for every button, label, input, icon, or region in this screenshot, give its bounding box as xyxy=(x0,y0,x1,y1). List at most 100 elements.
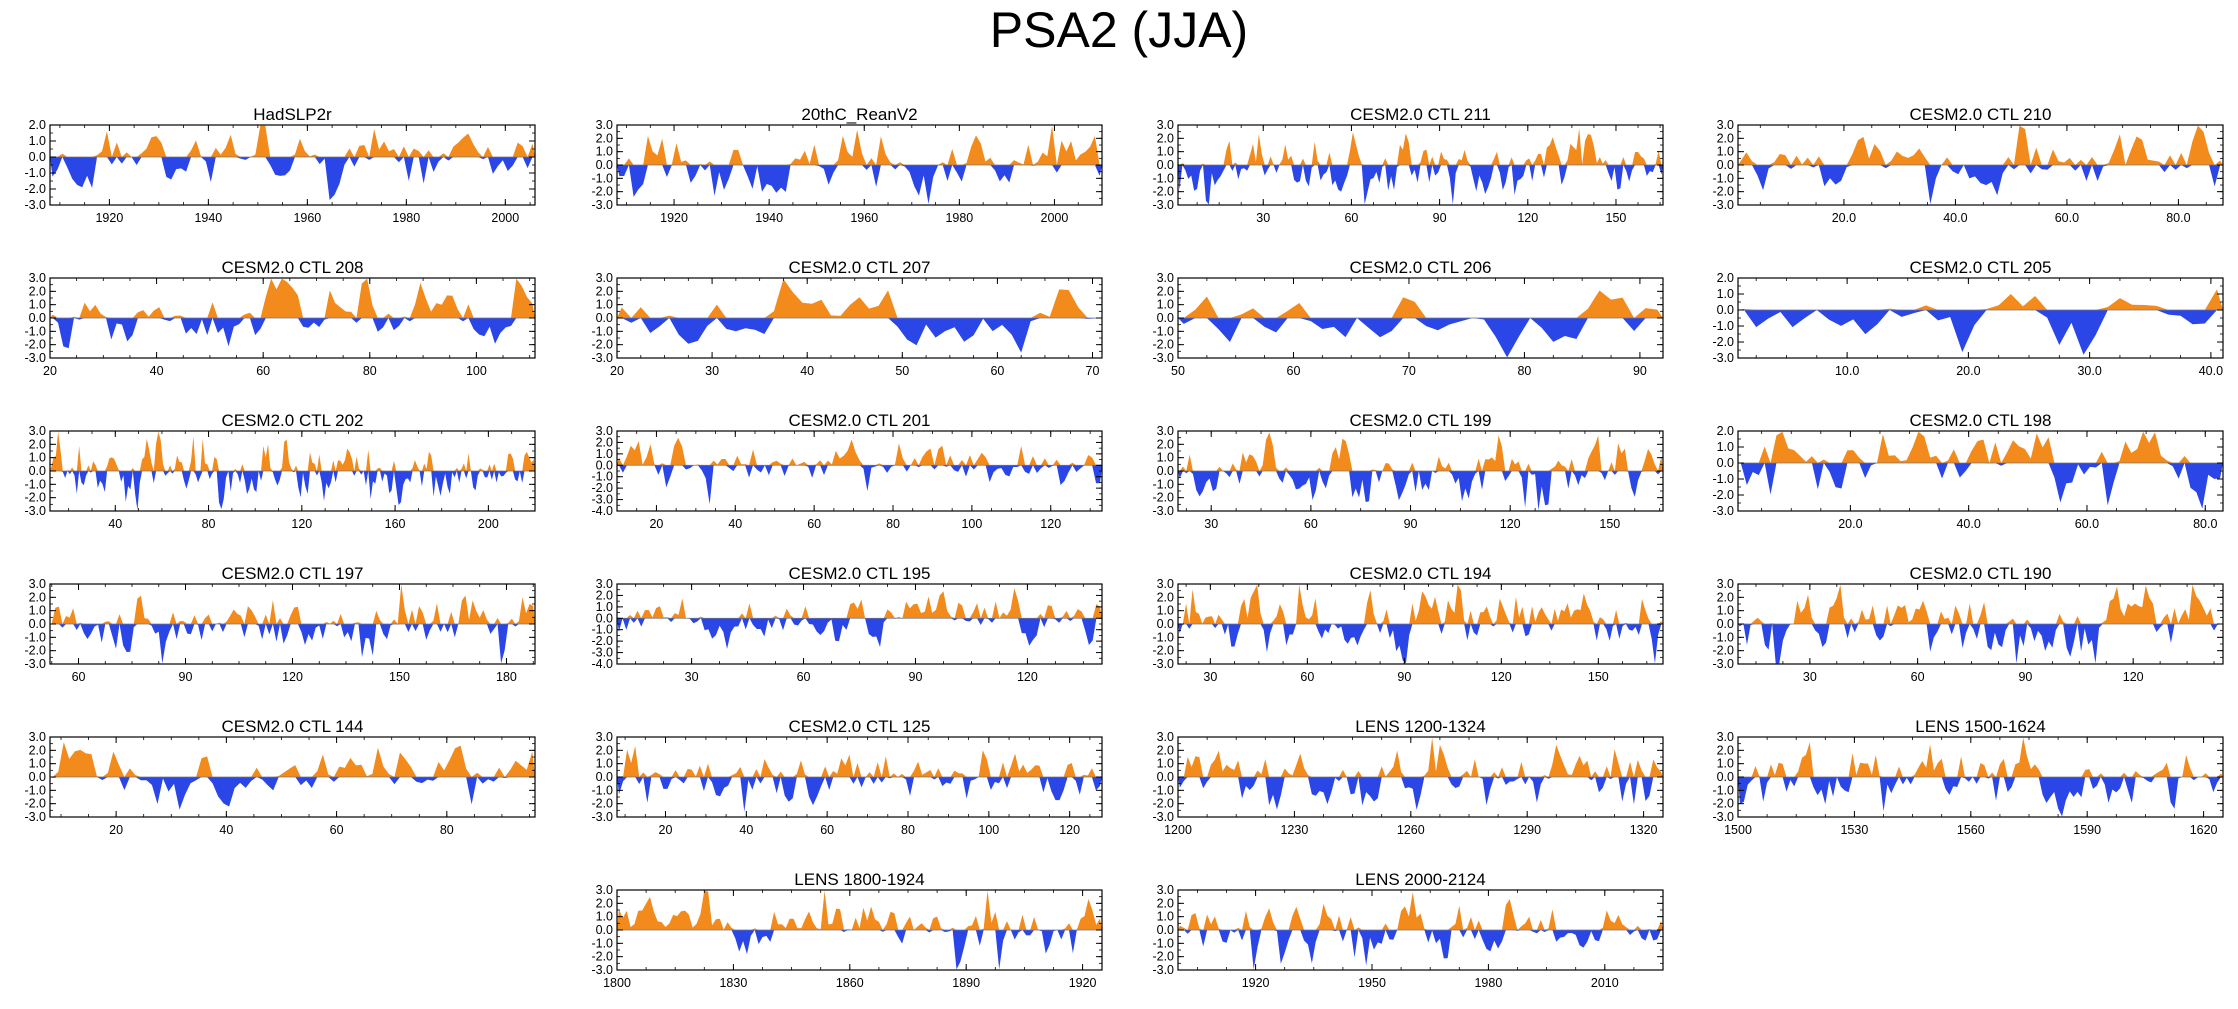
y-tick-label: 2.0 xyxy=(1717,271,1734,285)
x-tick-label: 80 xyxy=(440,823,454,837)
y-tick-label: 1.0 xyxy=(596,447,613,461)
panel-title: 20thC_ReanV2 xyxy=(801,105,917,124)
x-tick-label: 1800 xyxy=(603,976,631,990)
positive-area xyxy=(1738,431,2223,463)
negative-area xyxy=(1178,930,1663,970)
y-tick-label: -3.0 xyxy=(591,646,613,660)
panel-cesm2-0-ctl-207: 3.02.01.00.0-1.0-2.0-3.020 30 40 50 60 70 CESM… xyxy=(591,258,1103,378)
x-tick-label: 1230 xyxy=(1280,823,1308,837)
y-tick-label: -1.0 xyxy=(24,477,46,491)
y-tick-label: 2.0 xyxy=(596,743,613,757)
y-tick-label: -1.0 xyxy=(1152,477,1174,491)
y-tick-label: 3.0 xyxy=(29,577,46,591)
y-tick-label: 0.0 xyxy=(1717,456,1734,470)
y-tick-label: -2.0 xyxy=(591,338,613,352)
x-tick-label: 150 xyxy=(1606,211,1627,225)
x-tick-label: 60 xyxy=(990,364,1004,378)
panel-title: CESM2.0 CTL 125 xyxy=(788,717,930,736)
positive-area xyxy=(1178,128,1663,165)
x-tick-label: 30.0 xyxy=(2077,364,2101,378)
x-tick-label: 2000 xyxy=(1041,211,1069,225)
x-tick-label: 30 xyxy=(1203,670,1217,684)
y-tick-label: 3.0 xyxy=(1157,730,1174,744)
x-tick-label: 1960 xyxy=(293,211,321,225)
y-tick-label: -1.0 xyxy=(1712,630,1734,644)
x-tick-label: 1960 xyxy=(850,211,878,225)
y-tick-label: 3.0 xyxy=(29,424,46,438)
y-tick-label: -3.0 xyxy=(1712,351,1734,365)
x-tick-label: 2010 xyxy=(1591,976,1619,990)
panel-title: CESM2.0 CTL 198 xyxy=(1909,411,2051,430)
y-tick-label: -1.0 xyxy=(1152,630,1174,644)
y-tick-label: -3.0 xyxy=(24,504,46,518)
y-tick-label: -2.0 xyxy=(1712,644,1734,658)
negative-area xyxy=(1178,318,1663,358)
y-tick-label: 2.0 xyxy=(1157,131,1174,145)
x-tick-label: 1920 xyxy=(1242,976,1270,990)
panel-title: CESM2.0 CTL 207 xyxy=(788,258,930,277)
y-tick-label: 1.0 xyxy=(1157,910,1174,924)
panel-cesm2-0-ctl-202: 3.02.01.00.0-1.0-2.0-3.0 40 80 120 160 200 CES… xyxy=(24,411,536,531)
y-tick-label: 3.0 xyxy=(596,883,613,897)
x-tick-label: 60 xyxy=(820,823,834,837)
y-tick-label: 0.0 xyxy=(1157,617,1174,631)
panel-title: CESM2.0 CTL 195 xyxy=(788,564,930,583)
x-tick-label: 1980 xyxy=(392,211,420,225)
y-tick-label: -1.0 xyxy=(24,166,46,180)
panel-title: HadSLP2r xyxy=(253,105,332,124)
y-tick-label: 0.0 xyxy=(1717,770,1734,784)
y-tick-label: 0.0 xyxy=(29,150,46,164)
y-tick-label: 1.0 xyxy=(29,604,46,618)
x-tick-label: 60 xyxy=(797,670,811,684)
x-tick-label: 40 xyxy=(728,517,742,531)
positive-area xyxy=(1178,290,1663,318)
y-tick-label: 0.0 xyxy=(29,617,46,631)
x-tick-label: 30 xyxy=(705,364,719,378)
y-tick-label: -2.0 xyxy=(24,491,46,505)
y-tick-label: -1.0 xyxy=(1712,171,1734,185)
positive-area xyxy=(617,279,1102,318)
x-tick-label: 120 xyxy=(282,670,303,684)
positive-area xyxy=(50,431,535,471)
x-tick-label: 80 xyxy=(886,517,900,531)
y-tick-label: -1.0 xyxy=(24,630,46,644)
x-tick-label: 120 xyxy=(1500,517,1521,531)
positive-area xyxy=(617,125,1102,165)
panel-title: LENS 1500-1624 xyxy=(1915,717,2045,736)
negative-area xyxy=(617,465,1102,505)
plot-frame xyxy=(49,124,536,206)
panel-cesm2-0-ctl-190: 3.02.01.00.0-1.0-2.0-3.0 30 60 90 120 CESM2.0… xyxy=(1712,564,2224,684)
y-tick-label: 2.0 xyxy=(1717,590,1734,604)
y-tick-label: -2.0 xyxy=(591,797,613,811)
x-tick-label: 1290 xyxy=(1513,823,1541,837)
x-tick-label: 1920 xyxy=(95,211,123,225)
negative-area xyxy=(50,624,535,664)
negative-area xyxy=(50,318,535,349)
y-tick-label: 0.0 xyxy=(1717,303,1734,317)
positive-area xyxy=(50,742,535,777)
y-tick-label: -1.0 xyxy=(1152,783,1174,797)
y-tick-label: 1.0 xyxy=(1717,287,1734,301)
panel-cesm2-0-ctl-211: 3.02.01.00.0-1.0-2.0-3.0 30 60 90 120 150 CESM… xyxy=(1152,105,1664,225)
y-tick-label: -2.0 xyxy=(1712,488,1734,502)
y-tick-label: -2.0 xyxy=(24,182,46,196)
y-tick-label: 3.0 xyxy=(1157,118,1174,132)
panel-cesm2-0-ctl-199: 3.02.01.00.0-1.0-2.0-3.0 30 60 90 120 150 CESM… xyxy=(1152,411,1664,531)
panel-cesm2-0-ctl-201: 3.02.01.00.0-1.0-2.0-3.0-4.0 20 40 60 80 100 1… xyxy=(591,411,1103,531)
y-tick-label: 0.0 xyxy=(29,464,46,478)
x-tick-label: 80.0 xyxy=(2193,517,2217,531)
y-tick-label: 2.0 xyxy=(29,284,46,298)
y-tick-label: -3.0 xyxy=(591,810,613,824)
positive-area xyxy=(617,746,1102,777)
y-tick-label: 1.0 xyxy=(1157,298,1174,312)
negative-area xyxy=(1738,463,2223,509)
y-tick-label: 0.0 xyxy=(596,311,613,325)
y-tick-label: -3.0 xyxy=(1712,504,1734,518)
y-tick-label: 1.0 xyxy=(1717,145,1734,159)
y-tick-label: 0.0 xyxy=(596,611,613,625)
x-tick-label: 1200 xyxy=(1164,823,1192,837)
x-tick-label: 150 xyxy=(1599,517,1620,531)
x-tick-label: 40 xyxy=(800,364,814,378)
x-tick-label: 60 xyxy=(330,823,344,837)
panel-cesm2-0-ctl-197: 3.02.01.00.0-1.0-2.0-3.0 60 90 120 150 180 CES… xyxy=(24,564,536,684)
